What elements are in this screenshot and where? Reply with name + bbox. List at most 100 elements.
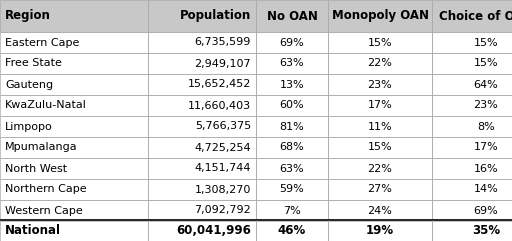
- Bar: [148, 95, 256, 116]
- Text: Limpopo: Limpopo: [5, 121, 53, 132]
- Text: 23%: 23%: [474, 100, 498, 111]
- Bar: [0, 220, 148, 241]
- Bar: [328, 158, 432, 179]
- Bar: [432, 53, 512, 74]
- Text: 15%: 15%: [474, 38, 498, 47]
- Bar: [432, 137, 512, 158]
- Text: 11%: 11%: [368, 121, 392, 132]
- Bar: [148, 200, 256, 221]
- Text: 19%: 19%: [366, 224, 394, 237]
- Text: 2,949,107: 2,949,107: [195, 59, 251, 68]
- Text: Gauteng: Gauteng: [5, 80, 53, 89]
- Text: 8%: 8%: [477, 121, 495, 132]
- Text: 16%: 16%: [474, 163, 498, 174]
- Bar: [256, 179, 328, 200]
- Text: Choice of OAN: Choice of OAN: [439, 9, 512, 22]
- Bar: [328, 74, 432, 95]
- Text: 13%: 13%: [280, 80, 304, 89]
- Bar: [148, 32, 256, 53]
- Bar: [432, 158, 512, 179]
- Text: 6,735,599: 6,735,599: [195, 38, 251, 47]
- Text: Free State: Free State: [5, 59, 62, 68]
- Text: No OAN: No OAN: [267, 9, 317, 22]
- Bar: [432, 32, 512, 53]
- Bar: [0, 200, 148, 221]
- Text: Region: Region: [5, 9, 51, 22]
- Bar: [328, 220, 432, 241]
- Text: North West: North West: [5, 163, 67, 174]
- Bar: [148, 137, 256, 158]
- Bar: [432, 179, 512, 200]
- Text: 24%: 24%: [368, 206, 392, 215]
- Text: 4,725,254: 4,725,254: [195, 142, 251, 153]
- Text: 15%: 15%: [368, 38, 392, 47]
- Text: 81%: 81%: [280, 121, 304, 132]
- Text: Population: Population: [180, 9, 251, 22]
- Bar: [328, 179, 432, 200]
- Text: 5,766,375: 5,766,375: [195, 121, 251, 132]
- Bar: [148, 158, 256, 179]
- Bar: [148, 74, 256, 95]
- Text: 4,151,744: 4,151,744: [195, 163, 251, 174]
- Bar: [256, 0, 328, 32]
- Text: 69%: 69%: [474, 206, 498, 215]
- Text: 15,652,452: 15,652,452: [187, 80, 251, 89]
- Text: 1,308,270: 1,308,270: [195, 185, 251, 194]
- Bar: [0, 158, 148, 179]
- Bar: [328, 200, 432, 221]
- Bar: [432, 220, 512, 241]
- Bar: [328, 53, 432, 74]
- Bar: [148, 220, 256, 241]
- Text: 63%: 63%: [280, 163, 304, 174]
- Bar: [432, 200, 512, 221]
- Text: 7%: 7%: [283, 206, 301, 215]
- Bar: [0, 0, 148, 32]
- Text: Mpumalanga: Mpumalanga: [5, 142, 78, 153]
- Bar: [432, 0, 512, 32]
- Bar: [328, 32, 432, 53]
- Bar: [0, 32, 148, 53]
- Bar: [256, 200, 328, 221]
- Bar: [432, 74, 512, 95]
- Bar: [148, 116, 256, 137]
- Bar: [328, 116, 432, 137]
- Text: 15%: 15%: [474, 59, 498, 68]
- Bar: [256, 95, 328, 116]
- Text: Northern Cape: Northern Cape: [5, 185, 87, 194]
- Bar: [328, 95, 432, 116]
- Text: 60%: 60%: [280, 100, 304, 111]
- Bar: [256, 158, 328, 179]
- Text: 35%: 35%: [472, 224, 500, 237]
- Text: 14%: 14%: [474, 185, 498, 194]
- Text: 27%: 27%: [368, 185, 392, 194]
- Text: 7,092,792: 7,092,792: [194, 206, 251, 215]
- Bar: [432, 95, 512, 116]
- Text: 64%: 64%: [474, 80, 498, 89]
- Text: 17%: 17%: [474, 142, 498, 153]
- Text: 59%: 59%: [280, 185, 304, 194]
- Text: 46%: 46%: [278, 224, 306, 237]
- Bar: [0, 179, 148, 200]
- Bar: [432, 116, 512, 137]
- Bar: [0, 53, 148, 74]
- Text: 68%: 68%: [280, 142, 304, 153]
- Text: 63%: 63%: [280, 59, 304, 68]
- Bar: [328, 137, 432, 158]
- Text: 17%: 17%: [368, 100, 392, 111]
- Text: 22%: 22%: [368, 59, 392, 68]
- Text: 11,660,403: 11,660,403: [188, 100, 251, 111]
- Text: 69%: 69%: [280, 38, 304, 47]
- Bar: [148, 0, 256, 32]
- Bar: [256, 53, 328, 74]
- Text: Eastern Cape: Eastern Cape: [5, 38, 79, 47]
- Text: National: National: [5, 224, 61, 237]
- Bar: [0, 95, 148, 116]
- Text: 15%: 15%: [368, 142, 392, 153]
- Bar: [0, 74, 148, 95]
- Bar: [256, 220, 328, 241]
- Bar: [328, 0, 432, 32]
- Text: Western Cape: Western Cape: [5, 206, 83, 215]
- Bar: [148, 179, 256, 200]
- Text: 23%: 23%: [368, 80, 392, 89]
- Bar: [256, 32, 328, 53]
